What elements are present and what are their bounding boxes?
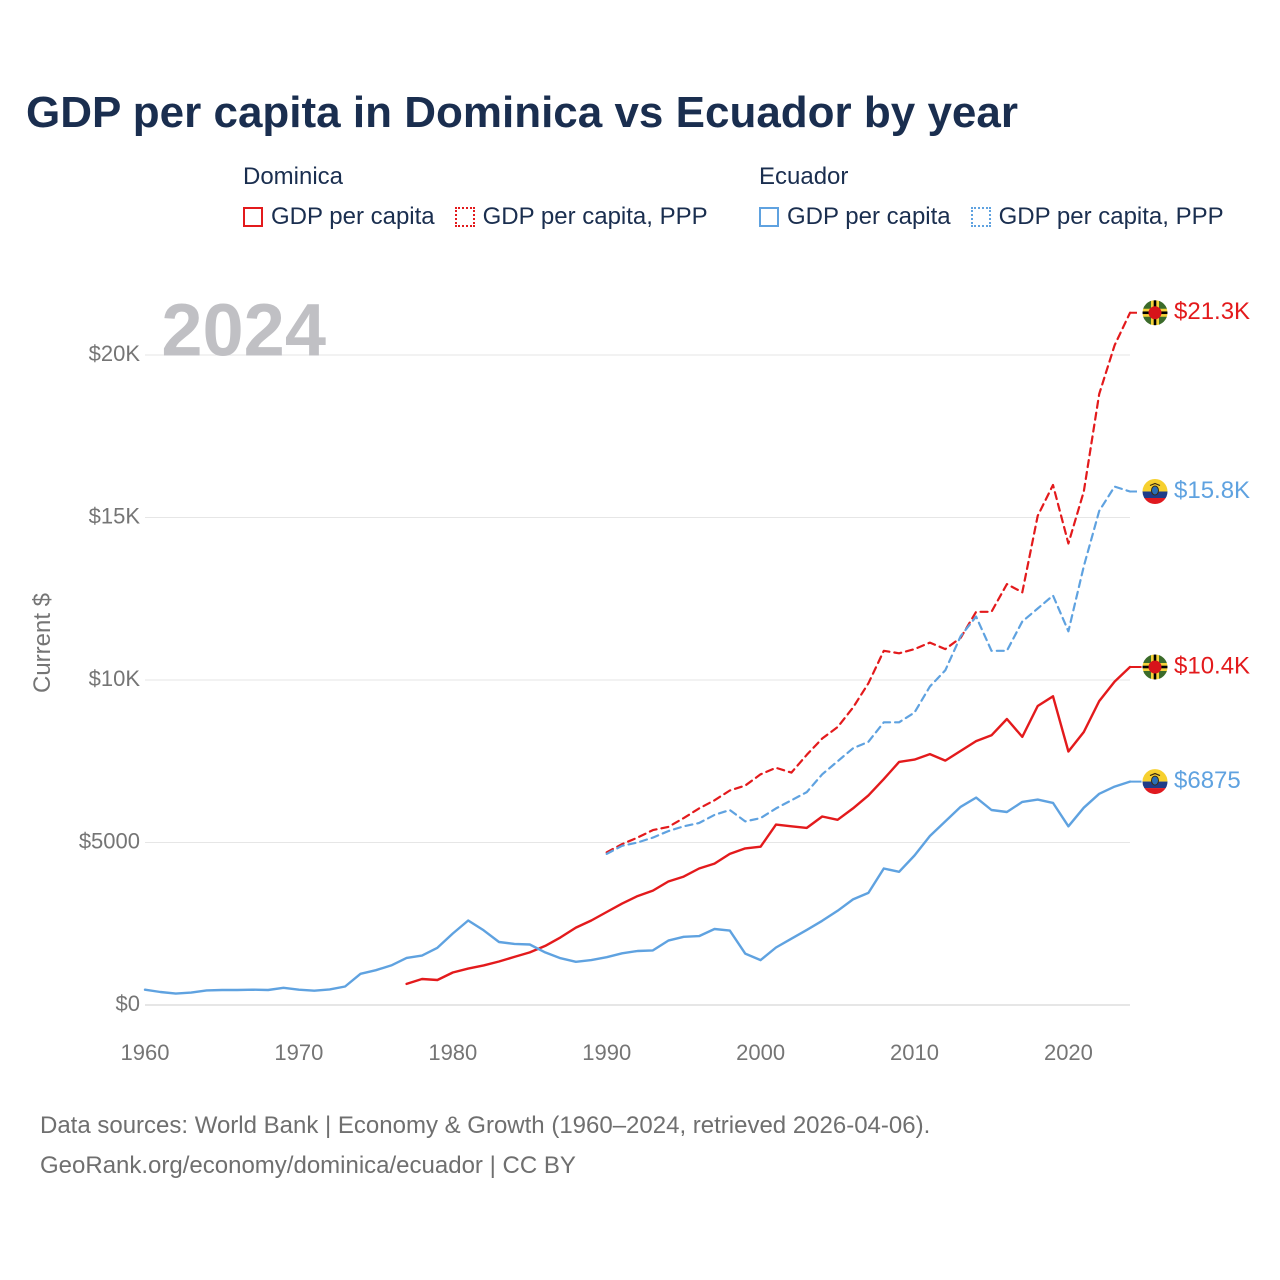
- series-endpoint: $21.3K: [1130, 298, 1250, 327]
- legend-label: GDP per capita, PPP: [482, 203, 708, 230]
- legend-label: GDP per capita: [271, 203, 435, 230]
- legend-swatch-solid: [759, 207, 779, 227]
- legend-item-ecuador-gdp-ppp[interactable]: GDP per capita, PPP: [970, 203, 1224, 231]
- endpoint-value-label: $21.3K: [1174, 298, 1250, 325]
- x-tick-label: 2020: [1044, 1040, 1093, 1065]
- x-tick-label: 1970: [274, 1040, 323, 1065]
- legend-item-dominica-gdp-ppp[interactable]: GDP per capita, PPP: [454, 203, 708, 231]
- legend-group-title: Ecuador: [759, 163, 849, 190]
- series-line-gdp: [143, 780, 1132, 995]
- legend-swatch-solid: [243, 207, 263, 227]
- legend-group-ecuador: Ecuador GDP per capita GDP per capita, P…: [759, 163, 1244, 231]
- ecuador-flag-icon: [1142, 768, 1168, 795]
- y-axis-title: Current $: [29, 593, 56, 693]
- y-tick-label: $20K: [89, 341, 141, 366]
- legend-group-dominica: Dominica GDP per capita GDP per capita, …: [243, 163, 728, 231]
- series-endpoint: $15.8K: [1130, 477, 1250, 505]
- legend-swatch-dotted: [454, 207, 475, 227]
- legend-swatch-dotted: [970, 207, 991, 227]
- legend-item-ecuador-gdp[interactable]: GDP per capita: [759, 203, 951, 231]
- endpoint-value-label: $10.4K: [1174, 652, 1250, 679]
- chart-title: GDP per capita in Dominica vs Ecuador by…: [26, 88, 1018, 137]
- series-line-ppp: [605, 311, 1132, 854]
- legend-item-dominica-gdp[interactable]: GDP per capita: [243, 203, 435, 231]
- footer: Data sources: World Bank | Economy & Gro…: [40, 1106, 930, 1186]
- y-tick-label: $5000: [79, 828, 140, 853]
- endpoint-value-label: $6875: [1174, 767, 1241, 794]
- x-tick-label: 2010: [890, 1040, 939, 1065]
- series-endpoint: $10.4K: [1130, 652, 1250, 681]
- grid-layer: $0 $5000 $10K $15K $20K 1960 1970 1980 1990 2000 2…: [79, 341, 1130, 1065]
- dominica-flag-icon: [1142, 654, 1168, 680]
- data-source-note: Data sources: World Bank | Economy & Gro…: [40, 1112, 931, 1139]
- x-tick-label: 2000: [736, 1040, 785, 1065]
- series-line-ppp: [605, 485, 1132, 855]
- endpoint-value-label: $15.8K: [1174, 477, 1250, 504]
- x-tick-label: 1990: [582, 1040, 631, 1065]
- y-tick-label: $15K: [89, 503, 141, 528]
- dominica-flag-icon: [1142, 299, 1168, 326]
- attribution-link[interactable]: GeoRank.org/economy/dominica/ecuador | C…: [40, 1152, 576, 1179]
- y-tick-label: $0: [116, 991, 140, 1016]
- x-tick-label: 1980: [428, 1040, 477, 1065]
- series-layer: [143, 311, 1132, 995]
- x-tick-label: 1960: [121, 1040, 170, 1065]
- series-endpoint: $6875: [1130, 767, 1241, 796]
- legend-label: GDP per capita, PPP: [998, 203, 1224, 230]
- legend-group-title: Dominica: [243, 163, 344, 190]
- ecuador-flag-icon: [1142, 478, 1168, 505]
- endpoint-layer: $21.3K $15.8K $10.4K $6875: [1130, 298, 1250, 796]
- series-line-gdp: [405, 665, 1132, 986]
- y-tick-label: $10K: [89, 666, 141, 691]
- legend-label: GDP per capita: [787, 203, 951, 230]
- year-label: 2024: [161, 289, 326, 372]
